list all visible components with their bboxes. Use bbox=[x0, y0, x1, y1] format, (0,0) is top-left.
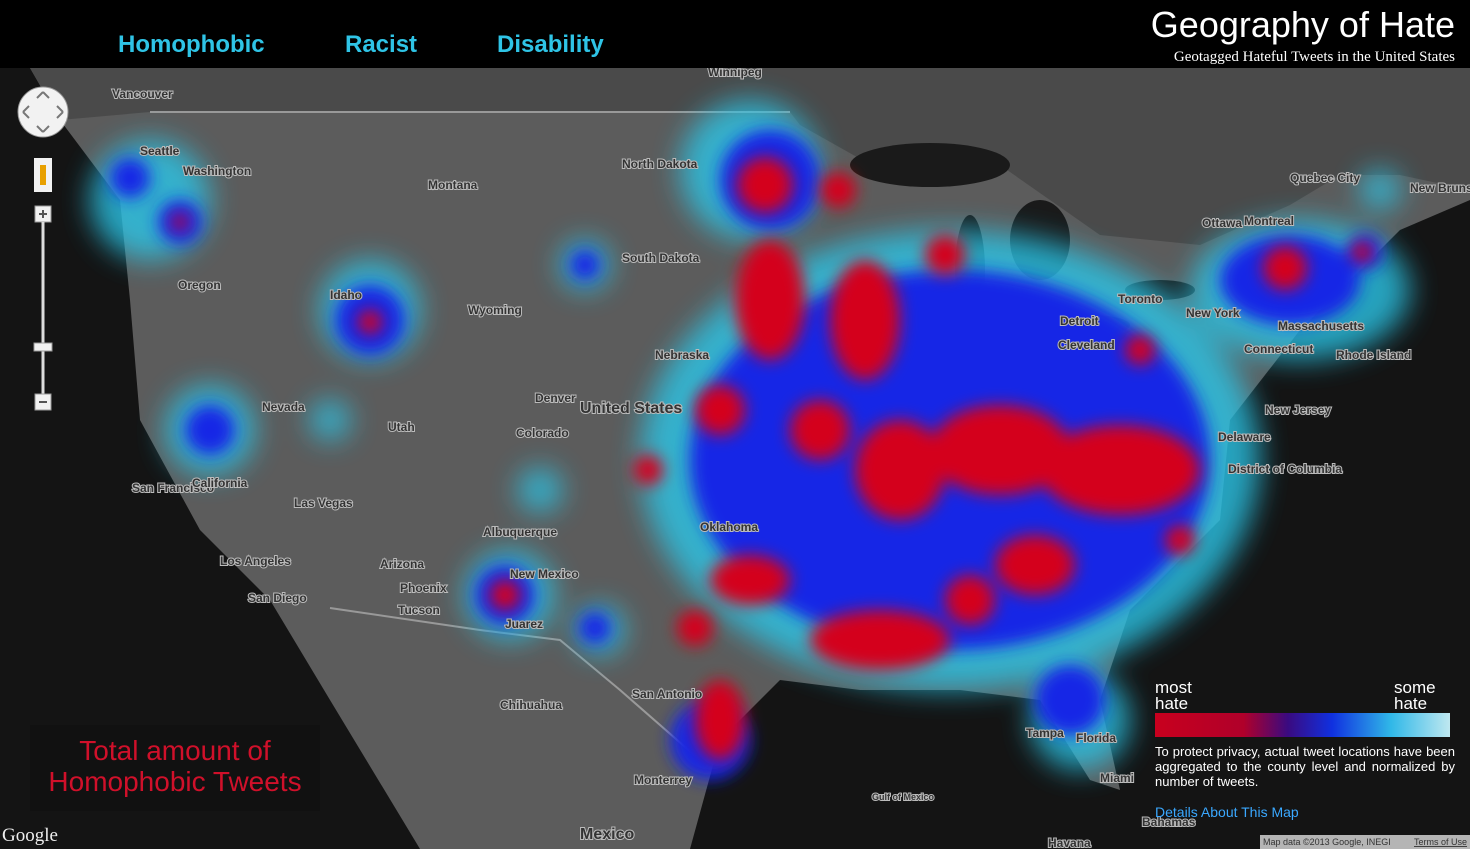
map-label: Los Angeles bbox=[220, 554, 291, 568]
overlay-title: Homophobic Tweets bbox=[48, 766, 301, 797]
map-label: Montana bbox=[428, 178, 478, 192]
map-labels: Vancouver Seattle Washington Montana Ore… bbox=[111, 64, 1470, 849]
map-label: New Brunswick bbox=[1410, 181, 1470, 195]
map-label: San Diego bbox=[248, 591, 307, 605]
map-label: District of Columbia bbox=[1228, 462, 1342, 476]
map-label: Utah bbox=[388, 420, 415, 434]
pan-control[interactable] bbox=[17, 86, 69, 138]
map-label: San Antonio bbox=[632, 687, 702, 701]
legend-label: hate bbox=[1155, 694, 1188, 713]
map-label: Vancouver bbox=[112, 87, 173, 101]
pegman bbox=[40, 165, 46, 185]
map-label: Connecticut bbox=[1244, 342, 1313, 356]
map-label: Gulf of Mexico bbox=[872, 792, 935, 802]
map-label: California bbox=[192, 476, 248, 490]
map-label: Seattle bbox=[140, 144, 180, 158]
details-link[interactable]: Details About This Map bbox=[1155, 804, 1299, 820]
attribution: Map data ©2013 Google, INEGI bbox=[1263, 837, 1391, 847]
terms[interactable]: Terms of Use bbox=[1414, 837, 1467, 847]
tab[interactable]: Racist bbox=[345, 31, 417, 58]
legend-gradient bbox=[1155, 713, 1450, 737]
map-label: Denver bbox=[535, 391, 576, 405]
zoom-in-icon bbox=[39, 210, 47, 218]
canada bbox=[30, 68, 1470, 245]
map-label: Juarez bbox=[505, 617, 543, 631]
map-label: Nebraska bbox=[655, 348, 709, 362]
map-label: Las Vegas bbox=[294, 496, 353, 510]
map-label: New York bbox=[1186, 306, 1240, 320]
map-label: Cleveland bbox=[1058, 338, 1115, 352]
map-label: Tampa bbox=[1026, 726, 1064, 740]
map-label: Monterrey bbox=[634, 773, 692, 787]
map-label: Colorado bbox=[516, 426, 569, 440]
privacy-note: To protect privacy, actual tweet locatio… bbox=[1155, 744, 1455, 789]
map-label: Massachusetts bbox=[1278, 319, 1364, 333]
brand: Google bbox=[2, 825, 58, 846]
map-label: Phoenix bbox=[400, 581, 447, 595]
map-label: North Dakota bbox=[622, 157, 698, 171]
map-label: Chihuahua bbox=[500, 698, 562, 712]
map-label: Havana bbox=[1048, 836, 1091, 849]
legend-label: some bbox=[1394, 678, 1436, 697]
legend-label: hate bbox=[1394, 694, 1427, 713]
map-label: Idaho bbox=[330, 288, 362, 302]
map-label: Nevada bbox=[262, 400, 305, 414]
map-label: San Francisco bbox=[132, 481, 214, 495]
map-controls bbox=[17, 86, 69, 411]
map-label: Ottawa bbox=[1202, 216, 1242, 230]
overlay-box bbox=[30, 725, 320, 811]
map-label: New Jersey bbox=[1265, 403, 1331, 417]
map-label: Mexico bbox=[580, 826, 634, 843]
map-label: New Mexico bbox=[510, 567, 579, 581]
map-label: Montreal bbox=[1244, 214, 1294, 228]
map-label: Rhode Island bbox=[1336, 348, 1411, 362]
title: Geography of Hate bbox=[1151, 4, 1455, 45]
map-label: Arizona bbox=[380, 557, 424, 571]
heat-high bbox=[172, 157, 1372, 760]
map-label: Oklahoma bbox=[700, 520, 758, 534]
map-label: Miami bbox=[1100, 771, 1134, 785]
borders bbox=[150, 111, 790, 761]
tab[interactable]: Homophobic bbox=[118, 31, 265, 58]
pan-arrows bbox=[22, 91, 64, 133]
map-label: Detroit bbox=[1060, 314, 1099, 328]
tab[interactable]: Disability bbox=[497, 31, 604, 58]
map-label: Quebec City bbox=[1290, 171, 1360, 185]
map-label: Tucson bbox=[398, 603, 440, 617]
map-label: Bahamas bbox=[1142, 815, 1196, 829]
map-label: South Dakota bbox=[622, 251, 700, 265]
map-label: Delaware bbox=[1218, 430, 1271, 444]
map-label: Florida bbox=[1076, 731, 1116, 745]
map-label: Wyoming bbox=[468, 303, 522, 317]
zoom-slider[interactable] bbox=[33, 342, 53, 352]
map-label: Toronto bbox=[1118, 292, 1162, 306]
map-label: Albuquerque bbox=[483, 525, 557, 539]
map-label: Oregon bbox=[178, 278, 221, 292]
overlay-title: Total amount of bbox=[79, 735, 271, 766]
attribution-bar bbox=[1260, 835, 1470, 849]
header-bar bbox=[0, 0, 1470, 68]
subtitle: Geotagged Hateful Tweets in the United S… bbox=[1174, 49, 1455, 65]
map-label: Washington bbox=[183, 164, 251, 178]
map-label: United States bbox=[580, 400, 682, 417]
legend-label: most bbox=[1155, 678, 1192, 697]
